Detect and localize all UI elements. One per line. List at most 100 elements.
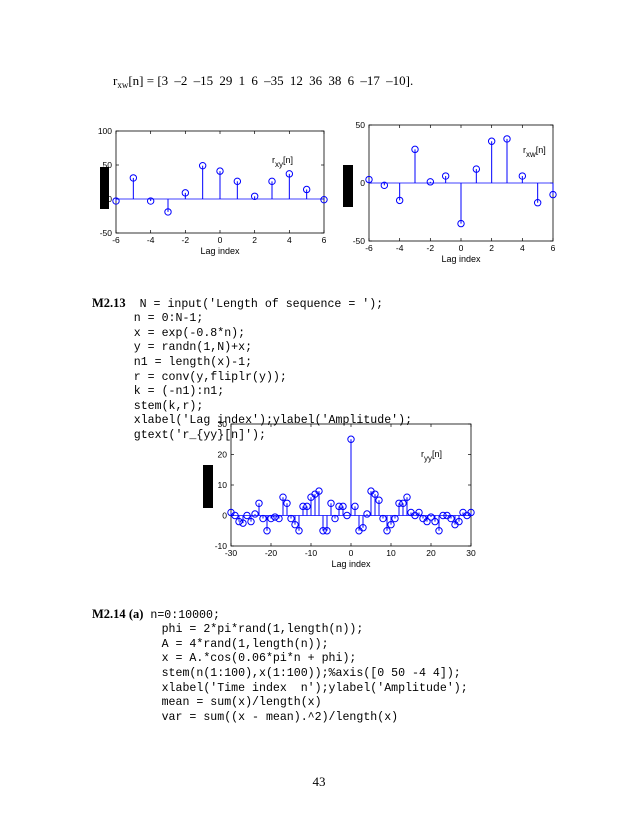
stem-marker xyxy=(239,519,247,527)
stem-marker xyxy=(283,499,291,508)
x-tick-label: 0 xyxy=(218,235,223,245)
x-tick-label: -10 xyxy=(305,548,318,558)
stem-marker xyxy=(243,511,251,520)
stem-marker xyxy=(263,527,271,535)
code-line: xlabel('Time index n');ylabel('Amplitude… xyxy=(161,681,468,695)
x-tick-label: 2 xyxy=(489,243,494,253)
stem-marker xyxy=(285,170,294,178)
stem-marker xyxy=(383,527,391,535)
stem-marker xyxy=(533,199,542,207)
y-tick-label: 0 xyxy=(222,511,227,521)
stem-marker xyxy=(319,527,327,535)
stem-marker xyxy=(250,192,259,200)
stem-marker xyxy=(371,490,379,498)
stem-marker xyxy=(363,510,371,518)
stem-marker xyxy=(251,510,259,518)
stem-marker xyxy=(375,496,383,504)
code-line: stem(n(1:100),x(1:100));%axis([0 50 -4 4… xyxy=(161,666,461,680)
x-tick-label: -6 xyxy=(112,235,120,245)
code-block-m2-14: M2.14 (a) n=0:10000; phi = 2*pi*rand(1,l… xyxy=(92,592,468,725)
y-tick-label: 50 xyxy=(356,120,366,130)
stem-marker xyxy=(395,196,404,205)
code-line: stem(k,r); xyxy=(133,399,204,413)
stem-marker xyxy=(467,508,475,517)
stem-marker xyxy=(295,527,303,535)
stem-marker xyxy=(391,514,399,523)
x-tick-label: 4 xyxy=(520,243,525,253)
x-tick-label: -30 xyxy=(225,548,238,558)
code-line: mean = sum(x)/length(x) xyxy=(161,696,322,710)
stem-marker xyxy=(291,520,299,529)
code-line: n1 = length(x)-1; xyxy=(133,355,253,369)
stem-marker xyxy=(365,175,373,184)
stem-marker xyxy=(423,517,431,526)
stem-marker xyxy=(146,197,155,205)
stem-marker xyxy=(335,502,343,511)
stem-marker xyxy=(395,499,403,508)
problem-label-m2-14: M2.14 xyxy=(92,606,126,621)
series-annotation: rxw[n] xyxy=(523,145,546,159)
stem-marker xyxy=(455,517,463,526)
code-block-m2-13: M2.13 N = input('Length of sequence = ')… xyxy=(92,281,412,444)
x-tick-label: 20 xyxy=(426,548,436,558)
stem-marker xyxy=(518,172,527,180)
stem-marker xyxy=(331,514,339,523)
stem-marker xyxy=(387,520,395,529)
annotation-rest: [n] xyxy=(536,145,546,155)
equation-lhs-sub: xw xyxy=(117,80,129,90)
x-tick-label: 0 xyxy=(349,548,354,558)
code-line: x = exp(-0.8*n); xyxy=(133,326,246,340)
stem-marker xyxy=(267,514,275,523)
x-axis-label: Lag index xyxy=(200,246,240,256)
code-line: N = input('Length of sequence = '); xyxy=(139,297,384,311)
series-annotation: rxy[n] xyxy=(272,155,293,169)
annotation-subscript: yy xyxy=(424,454,432,463)
x-tick-label: 10 xyxy=(386,548,396,558)
stem-marker xyxy=(441,172,450,180)
stem-marker xyxy=(549,190,557,199)
stem-marker xyxy=(235,517,243,526)
y-tick-label: 0 xyxy=(107,194,112,204)
stem-marker xyxy=(435,527,443,535)
y-tick-label: 20 xyxy=(218,450,228,460)
stem-marker xyxy=(347,435,355,443)
stem-marker xyxy=(275,514,283,523)
x-tick-label: -4 xyxy=(396,243,404,253)
y-tick-label: -50 xyxy=(100,228,113,238)
equation-lhs: r xyxy=(113,73,118,88)
stem-marker xyxy=(426,178,435,186)
stem-marker xyxy=(343,511,351,520)
problem-part-label: (a) xyxy=(128,606,144,621)
stem-marker xyxy=(487,137,496,145)
equation-values: [3 –2 –15 29 1 6 –35 12 36 38 6 –17 –10]… xyxy=(157,73,414,88)
code-line: y = randn(1,N)+x; xyxy=(133,341,253,355)
stem-marker xyxy=(247,517,255,526)
stem-marker xyxy=(302,185,311,194)
annotation-rest: [n] xyxy=(432,449,442,459)
stem-marker xyxy=(472,165,481,173)
x-tick-label: 6 xyxy=(551,243,556,253)
y-tick-label: 0 xyxy=(360,178,365,188)
stem-marker xyxy=(320,195,328,204)
chart-ryy: -30 -20 -10 0 10 20 30 -10 0 10 20 30 Lag index ryy[n… xyxy=(203,419,476,569)
x-tick-label: 4 xyxy=(287,235,292,245)
chart-rxw: -6 -4 -2 0 2 4 6 -50 0 50 Lag index rxw[n] xyxy=(343,120,557,264)
stem-marker xyxy=(380,181,389,190)
stem-marker xyxy=(411,145,419,154)
stem-marker xyxy=(399,499,407,508)
stem-marker xyxy=(379,514,387,523)
stem-marker xyxy=(271,513,279,521)
stem-marker xyxy=(181,189,190,197)
stem-marker xyxy=(439,511,447,520)
stem-marker xyxy=(279,493,287,501)
y-tick-label: -10 xyxy=(215,541,228,551)
stem-marker xyxy=(431,517,439,526)
annotation-subscript: xy xyxy=(275,160,283,169)
code-line: phi = 2*pi*rand(1,length(n)); xyxy=(161,623,364,637)
stem-marker xyxy=(339,502,347,511)
stem-marker xyxy=(415,508,423,517)
stem-marker xyxy=(351,502,359,511)
equation-lhs-rest: [n] = xyxy=(128,73,155,88)
stem-marker xyxy=(112,197,120,205)
x-tick-label: -4 xyxy=(147,235,155,245)
